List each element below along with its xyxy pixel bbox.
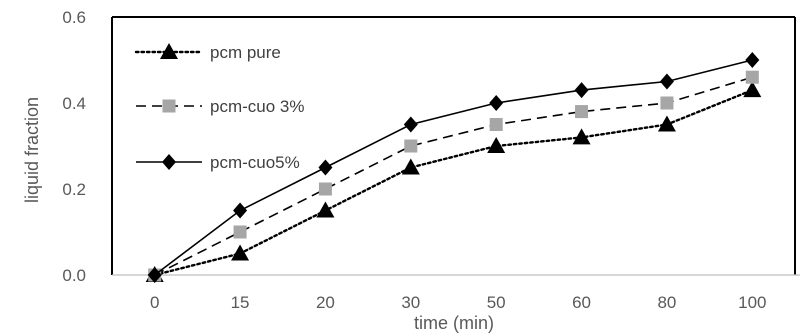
data-point (233, 202, 248, 219)
data-point (318, 159, 333, 176)
x-axis-ticks: 0 15 20 30 50 60 80 100 (150, 293, 767, 312)
legend-item: pcm-cuo 3% (136, 97, 304, 116)
data-point (574, 82, 589, 99)
legend-marker (160, 43, 178, 59)
data-point (147, 267, 162, 283)
data-point (660, 96, 674, 110)
data-point (489, 95, 504, 111)
data-point (404, 139, 418, 153)
legend-marker (162, 154, 176, 170)
series-line (154, 59, 753, 276)
x-tick-label: 100 (738, 293, 766, 312)
data-point (487, 137, 506, 153)
series-line (154, 76, 753, 276)
data-point (401, 158, 420, 175)
data-point (231, 244, 250, 261)
y-tick-label: 0.6 (62, 8, 86, 27)
y-tick-label: 0.2 (62, 180, 86, 199)
series-2 (147, 52, 760, 283)
x-tick-label: 50 (487, 293, 506, 312)
x-tick-label: 0 (150, 293, 159, 312)
x-tick-label: 15 (231, 293, 250, 312)
data-point (318, 182, 332, 196)
x-tick-label: 20 (316, 293, 335, 312)
data-point (743, 81, 762, 98)
y-tick-label: 0.0 (62, 266, 86, 285)
data-point (745, 70, 759, 84)
x-tick-label: 30 (401, 293, 420, 312)
legend: pcm pure pcm-cuo 3% pcm-cuo5% (134, 43, 304, 172)
y-axis-ticks: 0.0 0.2 0.4 0.6 (62, 8, 86, 285)
plot-area-frame (111, 16, 800, 276)
data-point (572, 128, 591, 145)
data-point (659, 73, 674, 90)
legend-marker (162, 99, 176, 113)
legend-label: pcm pure (210, 43, 281, 62)
data-point (316, 201, 335, 218)
series-layer (145, 52, 762, 283)
data-point (403, 116, 418, 133)
legend-label: pcm-cuo 3% (210, 97, 304, 116)
data-point (489, 118, 503, 131)
data-point (745, 52, 760, 68)
data-point (233, 225, 247, 239)
data-point (657, 115, 676, 132)
x-axis-title: time (min) (414, 313, 494, 333)
x-tick-label: 80 (657, 293, 676, 312)
legend-item: pcm-cuo5% (136, 153, 300, 172)
data-point (575, 105, 589, 119)
series-line (153, 88, 754, 277)
y-tick-label: 0.4 (62, 94, 86, 113)
x-tick-label: 60 (572, 293, 591, 312)
legend-label: pcm-cuo5% (210, 153, 300, 172)
y-axis-title: liquid fraction (22, 97, 42, 203)
legend-item: pcm pure (134, 43, 281, 62)
